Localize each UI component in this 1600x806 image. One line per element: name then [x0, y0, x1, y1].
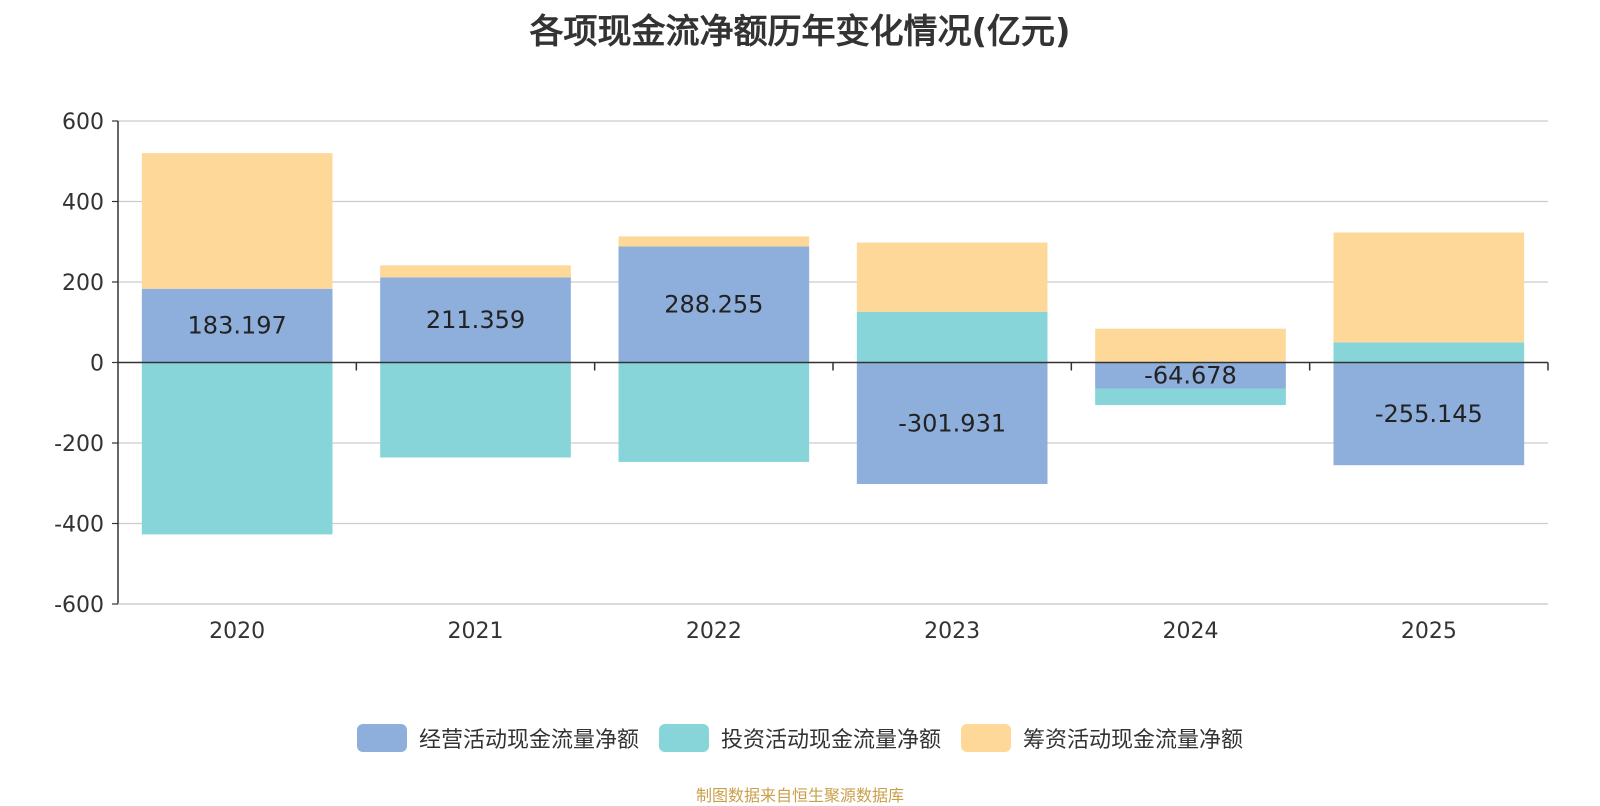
bar-segment-3 — [1334, 232, 1525, 342]
y-tick-label: 600 — [62, 110, 104, 135]
legend-swatch — [659, 724, 709, 752]
bar-segment-2 — [380, 363, 571, 458]
data-label: -255.145 — [1375, 400, 1483, 428]
data-label: 288.255 — [664, 290, 763, 318]
bar-segment-3 — [619, 236, 810, 246]
source-note: 制图数据来自恒生聚源数据库 — [0, 782, 1600, 806]
bars-layer — [142, 153, 1524, 534]
legend-label: 经营活动现金流量净额 — [419, 722, 639, 754]
y-tick-label: 0 — [90, 352, 104, 377]
bar-segment-2 — [857, 312, 1048, 363]
bar-segment-3 — [142, 153, 333, 289]
legend-swatch — [961, 724, 1011, 752]
legend-item[interactable]: 投资活动现金流量净额 — [659, 722, 941, 754]
legend-item[interactable]: 经营活动现金流量净额 — [357, 722, 639, 754]
bar-segment-2 — [1334, 342, 1525, 362]
bar-segment-3 — [857, 243, 1048, 312]
data-label: 211.359 — [426, 306, 525, 334]
legend-label: 筹资活动现金流量净额 — [1023, 722, 1243, 754]
y-tick-label: -400 — [54, 513, 104, 538]
data-label: -64.678 — [1144, 362, 1237, 390]
stacked-bar-chart: 600 400 200 0 -200 -400 -600 2020 2021 2022 2023 20… — [0, 0, 1600, 700]
data-label: -301.931 — [898, 409, 1006, 437]
data-label: 183.197 — [188, 312, 287, 340]
x-tick-label: 2020 — [209, 619, 265, 644]
legend-label: 投资活动现金流量净额 — [721, 722, 941, 754]
x-tick-label: 2021 — [448, 619, 504, 644]
bar-segment-3 — [380, 265, 571, 277]
y-tick-label: -200 — [54, 432, 104, 457]
legend-item[interactable]: 筹资活动现金流量净额 — [961, 722, 1243, 754]
y-tick-label: -600 — [54, 593, 104, 618]
legend: 经营活动现金流量净额 投资活动现金流量净额 筹资活动现金流量净额 — [0, 722, 1600, 754]
y-tick-label: 400 — [62, 191, 104, 216]
bar-segment-3 — [1095, 329, 1286, 363]
x-tick-label: 2022 — [686, 619, 742, 644]
bar-segment-2 — [619, 363, 810, 462]
x-tick-label: 2024 — [1163, 619, 1219, 644]
x-tick-label: 2023 — [924, 619, 980, 644]
bar-segment-2 — [142, 363, 333, 535]
x-tick-label: 2025 — [1401, 619, 1457, 644]
legend-swatch — [357, 724, 407, 752]
bar-segment-2 — [1095, 389, 1286, 406]
y-tick-label: 200 — [62, 271, 104, 296]
